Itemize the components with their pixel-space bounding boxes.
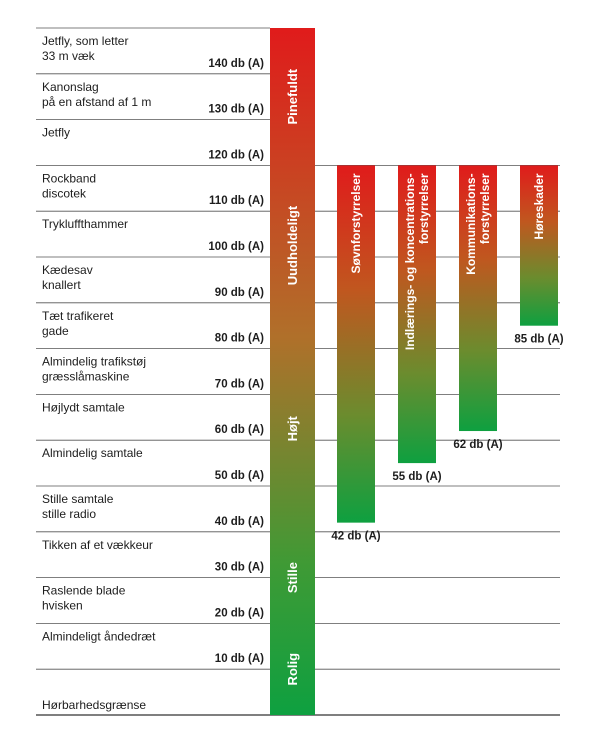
level-db-value: 120 db (A) — [208, 149, 264, 161]
zone-label: Højt — [285, 415, 300, 441]
level-label: Trykluffthammer — [42, 217, 128, 231]
level-db-value: 140 db (A) — [208, 58, 264, 70]
level-label: Kanonslag — [42, 80, 99, 94]
level-label: Tikken af et vækkeur — [42, 538, 153, 552]
series-name: Høreskader — [532, 173, 546, 239]
level-label: Almindelig samtale — [42, 446, 143, 460]
level-label: Højlydt samtale — [42, 400, 125, 414]
level-label: gade — [42, 324, 69, 338]
series-bar — [520, 165, 558, 326]
series-bar — [459, 165, 497, 432]
series-name: forstyrrelser — [478, 173, 492, 244]
level-label: Jetfly, som letter — [42, 34, 128, 48]
level-db-value: 110 db (A) — [209, 195, 264, 207]
level-label: Kædesav — [42, 263, 93, 277]
level-db-value: 50 db (A) — [215, 470, 264, 482]
level-db-value: 60 db (A) — [215, 424, 264, 436]
scale-bar-fill — [270, 28, 315, 715]
level-label: Stille samtale — [42, 492, 114, 506]
level-label: hvisken — [42, 599, 83, 613]
level-label: Jetfly — [42, 126, 70, 140]
level-db-value: 20 db (A) — [215, 607, 264, 619]
zone-label: Stille — [285, 562, 300, 593]
level-label: græsslåmaskine — [42, 370, 130, 384]
series-name: Søvnforstyrrelser — [349, 173, 363, 273]
series-threshold-label: 55 db (A) — [392, 471, 441, 483]
level-db-value: 10 db (A) — [215, 653, 264, 665]
level-db-value: 90 db (A) — [215, 287, 264, 299]
level-label: Almindeligt åndedræt — [42, 629, 156, 643]
series-threshold-label: 85 db (A) — [514, 334, 563, 346]
level-label: på en afstand af 1 m — [42, 95, 151, 109]
level-label: stille radio — [42, 507, 96, 521]
zone-label: Pinefuldt — [285, 68, 300, 124]
level-db-value: 30 db (A) — [215, 562, 264, 574]
series-threshold-label: 62 db (A) — [453, 439, 502, 451]
baseline-label: Hørbarhedsgrænse — [42, 698, 146, 712]
zone-label: Rolig — [285, 653, 300, 686]
scale-bar: Pinefuldt Uudholdeligt Højt Stille Rolig — [270, 28, 315, 715]
series-bars: Søvnforstyrrelser 42 db (A) Indlærings- og… — [331, 165, 564, 543]
level-db-value: 130 db (A) — [208, 104, 264, 116]
level-label: Almindelig trafikstøj — [42, 355, 146, 369]
series-bar — [398, 165, 436, 464]
series-threshold-label: 42 db (A) — [331, 531, 380, 543]
level-db-value: 40 db (A) — [215, 516, 264, 528]
series-name: Kommunikations- — [464, 173, 478, 274]
level-label: Rockband — [42, 171, 96, 185]
level-label: discotek — [42, 186, 87, 200]
series-name: forstyrrelser — [417, 173, 431, 244]
zone-label: Uudholdeligt — [285, 205, 300, 285]
level-label: knallert — [42, 278, 81, 292]
level-label: 33 m væk — [42, 49, 96, 63]
level-db-value: 100 db (A) — [208, 241, 264, 253]
series-bar — [337, 165, 375, 523]
level-db-value: 70 db (A) — [215, 378, 264, 390]
series-name: Indlærings- og koncentrations- — [403, 173, 417, 350]
level-label: Raslende blade — [42, 584, 126, 598]
level-db-value: 80 db (A) — [215, 333, 264, 345]
level-label: Tæt trafikeret — [42, 309, 114, 323]
